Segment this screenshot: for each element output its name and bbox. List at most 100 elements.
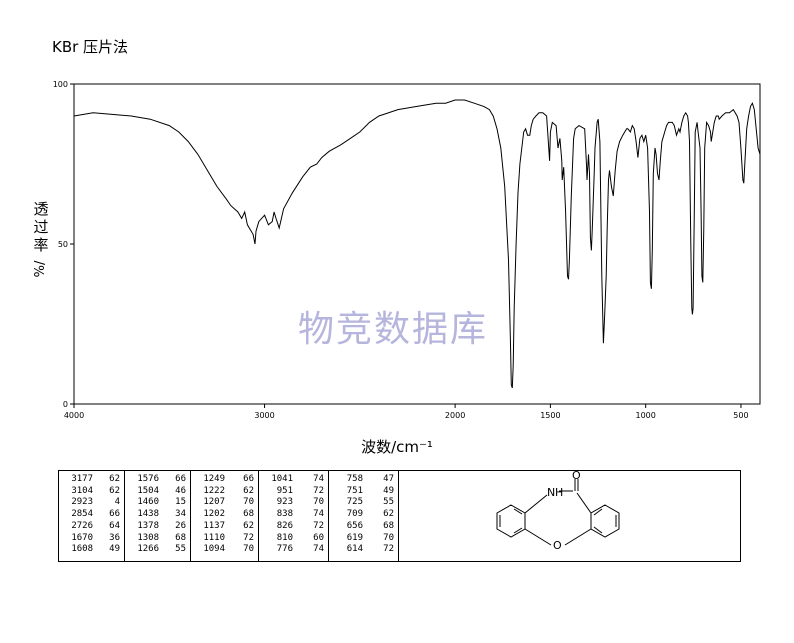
peak-row: 2923 4 [63, 497, 120, 509]
y-tick-label: 50 [58, 240, 68, 249]
peak-column: 1576 66 1504 46 1460 15 1438 34 1378 26 1308 68 1266… [125, 471, 191, 561]
atom-label-ring-o: O [553, 539, 562, 552]
peak-transmittance: 72 [243, 532, 254, 543]
peak-column: 758 47 751 49 725 55 709 62 656 68 619 70 614 72 [329, 471, 399, 561]
peak-wavenumber: 656 [346, 520, 363, 531]
peak-wavenumber: 619 [346, 532, 363, 543]
x-tick-label: 1500 [540, 411, 560, 420]
peak-transmittance: 62 [383, 509, 394, 520]
peak-wavenumber: 1670 [71, 532, 93, 543]
peak-transmittance: 4 [114, 497, 120, 508]
peak-wavenumber: 1110 [203, 532, 225, 543]
peak-wavenumber: 1266 [137, 544, 159, 555]
peak-wavenumber: 1438 [137, 509, 159, 520]
peak-wavenumber: 614 [346, 544, 363, 555]
x-tick-label: 1000 [635, 411, 655, 420]
x-tick-label: 2000 [445, 411, 465, 420]
chart-title: KBr 压片法 [52, 38, 129, 56]
peak-wavenumber: 1222 [203, 485, 225, 496]
peak-wavenumber: 2854 [71, 509, 93, 520]
peak-wavenumber: 3104 [71, 485, 93, 496]
peak-row: 1041 74 [263, 474, 324, 486]
peak-transmittance: 66 [175, 474, 186, 484]
peak-row: 1438 34 [129, 509, 186, 521]
peak-row: 810 60 [263, 533, 324, 545]
peak-row: 1308 68 [129, 533, 186, 545]
peak-transmittance: 55 [175, 544, 186, 555]
peak-row: 1460 15 [129, 497, 186, 509]
peak-transmittance: 55 [383, 497, 394, 508]
peak-row: 838 74 [263, 509, 324, 521]
peak-wavenumber: 758 [346, 474, 363, 484]
y-axis-label: 透过率 %/ [32, 200, 50, 278]
peak-row: 656 68 [333, 521, 394, 533]
peak-wavenumber: 923 [276, 497, 293, 508]
peak-transmittance: 62 [109, 474, 120, 484]
peak-transmittance: 66 [109, 509, 120, 520]
peak-wavenumber: 3177 [71, 474, 93, 484]
peak-transmittance: 74 [313, 544, 324, 555]
peak-row: 1137 62 [195, 521, 254, 533]
peak-wavenumber: 2726 [71, 520, 93, 531]
peak-transmittance: 74 [313, 474, 324, 484]
y-axis-label-unit: %/ [33, 260, 48, 278]
peak-row: 1222 62 [195, 486, 254, 498]
y-tick-label: 0 [63, 400, 68, 409]
peak-wavenumber: 1249 [203, 474, 225, 484]
peak-row: 1670 36 [63, 533, 120, 545]
atom-label-carbonyl-o: O [572, 469, 581, 482]
peak-row: 3104 62 [63, 486, 120, 498]
peak-row: 709 62 [333, 509, 394, 521]
peak-row: 1504 46 [129, 486, 186, 498]
atom-label-h: H [555, 486, 564, 499]
peak-transmittance: 60 [313, 532, 324, 543]
peak-transmittance: 72 [313, 520, 324, 531]
peak-transmittance: 15 [175, 497, 186, 508]
peak-row: 619 70 [333, 533, 394, 545]
peak-transmittance: 62 [243, 520, 254, 531]
peak-transmittance: 49 [383, 485, 394, 496]
peak-row: 776 74 [263, 544, 324, 556]
peak-transmittance: 70 [383, 532, 394, 543]
peak-wavenumber: 1207 [203, 497, 225, 508]
peak-wavenumber: 1504 [137, 485, 159, 496]
peak-transmittance: 74 [313, 509, 324, 520]
peak-wavenumber: 826 [276, 520, 293, 531]
peak-wavenumber: 725 [346, 497, 363, 508]
peak-wavenumber: 951 [276, 485, 293, 496]
peak-row: 758 47 [333, 474, 394, 486]
peak-wavenumber: 2923 [71, 497, 93, 508]
peak-row: 1378 26 [129, 521, 186, 533]
peak-row: 826 72 [263, 521, 324, 533]
peak-wavenumber: 810 [276, 532, 293, 543]
peak-wavenumber: 838 [276, 509, 293, 520]
peak-transmittance: 72 [383, 544, 394, 555]
peak-wavenumber: 1576 [137, 474, 159, 484]
peak-column: 1249 66 1222 62 1207 70 1202 68 1137 62 1110 72 1094… [191, 471, 259, 561]
x-axis-ticks: 4000 3000 2000 1500 1000 500 [64, 404, 749, 420]
structure-cell: N H O O [399, 469, 740, 561]
peak-transmittance: 36 [109, 532, 120, 543]
plot-frame [73, 83, 761, 405]
peak-transmittance: 70 [243, 544, 254, 555]
peak-transmittance: 68 [175, 532, 186, 543]
peak-row: 751 49 [333, 486, 394, 498]
peak-transmittance: 49 [109, 544, 120, 555]
peak-row: 1207 70 [195, 497, 254, 509]
peak-row: 923 70 [263, 497, 324, 509]
peak-columns: 3177 62 3104 62 2923 4 2854 66 2726 64 1670 36 1608 4… [59, 471, 399, 561]
peak-transmittance: 68 [383, 520, 394, 531]
peak-transmittance: 26 [175, 520, 186, 531]
peak-wavenumber: 1460 [137, 497, 159, 508]
peak-transmittance: 46 [175, 485, 186, 496]
peak-row: 1202 68 [195, 509, 254, 521]
peak-transmittance: 70 [243, 497, 254, 508]
x-tick-label: 4000 [64, 411, 84, 420]
peak-wavenumber: 1202 [203, 509, 225, 520]
peak-wavenumber: 1308 [137, 532, 159, 543]
peak-row: 1266 55 [129, 544, 186, 556]
y-axis-label-text: 透过率 [33, 200, 49, 254]
y-tick-label: 100 [53, 80, 68, 89]
peak-table: 3177 62 3104 62 2923 4 2854 66 2726 64 1670 36 1608 4… [58, 469, 741, 562]
peak-transmittance: 64 [109, 520, 120, 531]
